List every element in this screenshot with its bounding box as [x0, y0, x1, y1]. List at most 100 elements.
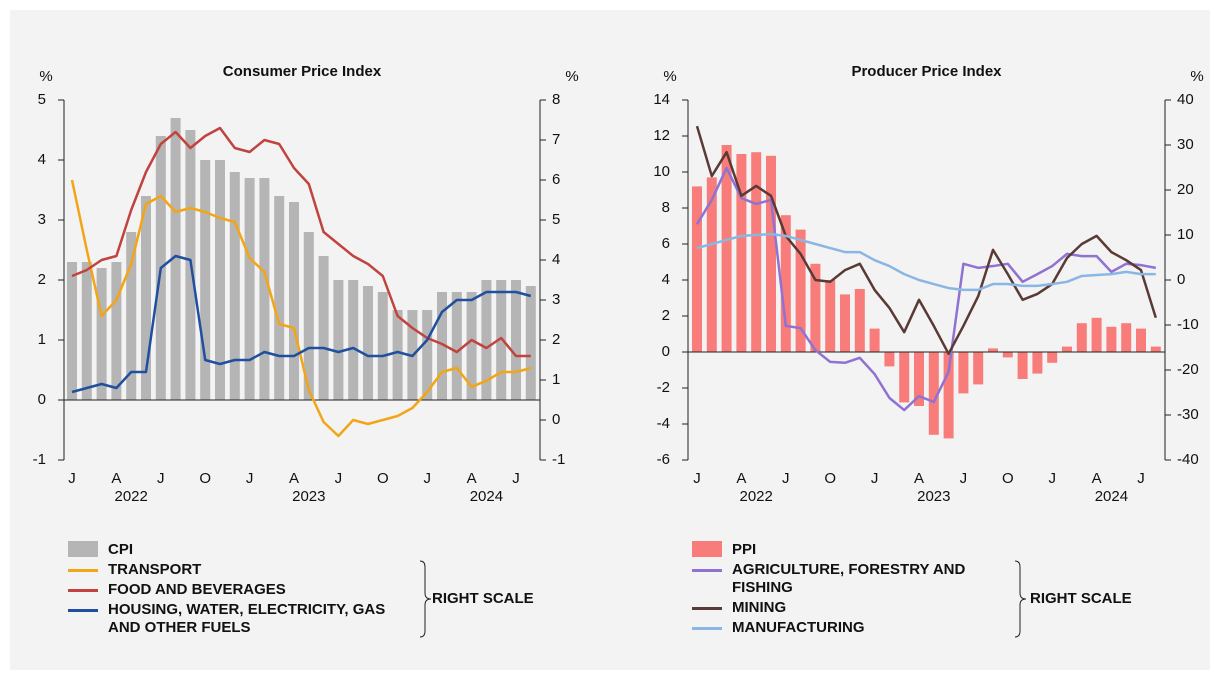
bar	[721, 145, 732, 352]
legend-swatch	[692, 569, 722, 572]
bar	[780, 215, 791, 352]
x-tick-label: J	[693, 470, 701, 487]
x-tick-label: J	[1137, 470, 1145, 487]
y2-axis-label: %	[565, 68, 578, 85]
y2-tick-label: 3	[552, 291, 560, 308]
bar	[215, 160, 225, 400]
y-tick-label: 4	[662, 271, 670, 288]
y2-tick-label: 8	[552, 91, 560, 108]
bar	[274, 196, 285, 400]
legend-entry: FOOD AND BEVERAGES	[68, 581, 393, 599]
year-label: 2023	[917, 488, 950, 505]
bar	[1121, 323, 1132, 352]
bar	[1047, 352, 1058, 363]
x-tick-label: J	[782, 470, 790, 487]
bar	[200, 160, 211, 400]
line	[695, 166, 1157, 412]
line	[70, 179, 532, 438]
chart-title: Producer Price Index	[851, 63, 1002, 80]
x-tick-label: O	[199, 470, 211, 487]
legend-label: AGRICULTURE, FORESTRY AND FISHING	[732, 561, 966, 596]
x-tick-label: O	[377, 470, 389, 487]
bar	[988, 348, 998, 352]
legend-swatch	[692, 541, 722, 557]
bar	[1002, 352, 1013, 358]
chart-title: Consumer Price Index	[223, 63, 382, 80]
y2-tick-label: -30	[1177, 406, 1199, 423]
bar	[751, 152, 762, 352]
y-tick-label: 0	[38, 391, 46, 408]
y2-tick-label: 2	[552, 331, 560, 348]
bar	[496, 280, 507, 400]
x-tick-label: O	[1002, 470, 1014, 487]
y2-tick-label: 1	[552, 371, 560, 388]
legend-swatch	[692, 627, 722, 630]
y-tick-label: -2	[657, 379, 670, 396]
right-scale-label: RIGHT SCALE	[1030, 590, 1132, 607]
x-tick-label: A	[111, 470, 121, 487]
x-tick-label: A	[289, 470, 299, 487]
legend-swatch	[692, 607, 722, 610]
line	[696, 232, 1156, 292]
bar	[736, 154, 747, 352]
y2-axis-label: %	[1190, 68, 1203, 85]
legend-entry: MINING	[692, 599, 1017, 617]
legend-label: PPI	[732, 541, 757, 558]
x-tick-label: A	[736, 470, 746, 487]
bar	[840, 294, 850, 352]
legend-entry: CPI	[68, 541, 393, 559]
bar	[170, 118, 181, 400]
y-tick-label: 14	[653, 91, 670, 108]
bar	[333, 280, 344, 400]
y2-tick-label: 6	[552, 171, 560, 188]
x-tick-label: J	[871, 470, 879, 487]
y2-tick-label: 10	[1177, 226, 1194, 243]
bar	[318, 256, 329, 400]
legend-swatch	[68, 609, 98, 612]
x-tick-label: O	[824, 470, 836, 487]
y-axis-label: %	[39, 68, 52, 85]
year-label: 2022	[115, 488, 148, 505]
legend: PPI AGRICULTURE, FORESTRY AND FISHING MINI…	[692, 541, 1017, 637]
right-scale-label: RIGHT SCALE	[432, 590, 534, 607]
y-tick-label: -1	[33, 451, 46, 468]
bar	[958, 352, 969, 394]
x-tick-label: A	[1092, 470, 1102, 487]
y-tick-label: 1	[38, 331, 46, 348]
bar	[511, 280, 521, 400]
bar	[943, 352, 954, 439]
bar	[795, 229, 806, 352]
y2-tick-label: 20	[1177, 181, 1194, 198]
year-label: 2024	[1095, 488, 1128, 505]
x-tick-label: J	[68, 470, 76, 487]
bar	[1017, 352, 1028, 379]
bar	[1032, 352, 1043, 374]
bar	[141, 196, 151, 400]
bar	[67, 262, 77, 400]
y2-tick-label: 5	[552, 211, 560, 228]
x-tick-label: J	[1048, 470, 1056, 487]
line	[71, 254, 532, 394]
y-axis-label: %	[663, 68, 676, 85]
bar	[1150, 346, 1161, 352]
bar	[437, 292, 447, 400]
legend-label: FOOD AND BEVERAGES	[108, 581, 286, 598]
y-tick-label: 6	[662, 235, 670, 252]
bar	[422, 310, 433, 400]
bar	[884, 352, 895, 367]
legend-entry: PPI	[692, 541, 1017, 559]
bar	[244, 178, 255, 400]
y2-tick-label: -10	[1177, 316, 1199, 333]
x-tick-label: J	[157, 470, 165, 487]
y-tick-label: -4	[657, 415, 670, 432]
bar	[466, 292, 477, 400]
y-tick-label: 2	[38, 271, 46, 288]
legend-swatch	[68, 589, 98, 592]
bar	[451, 292, 462, 400]
x-tick-label: A	[467, 470, 477, 487]
year-label: 2024	[470, 488, 503, 505]
bar	[1106, 326, 1117, 352]
bar	[1091, 317, 1102, 352]
bar	[525, 286, 536, 400]
